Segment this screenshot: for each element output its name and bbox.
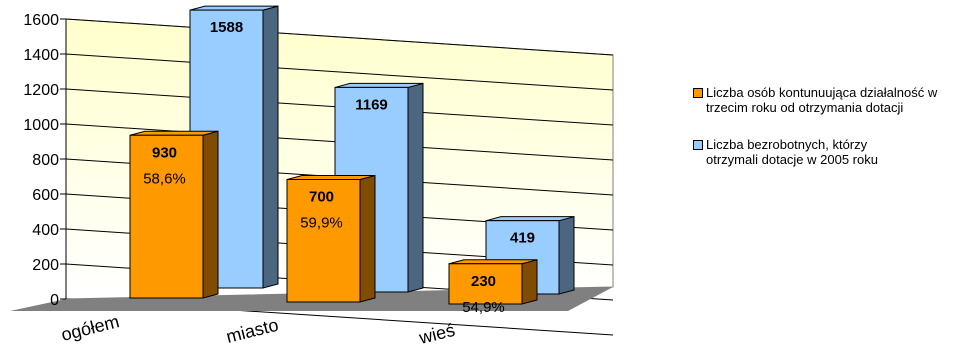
y-tick-label: 400	[32, 222, 59, 239]
data-label-blue: 1588	[210, 19, 243, 36]
data-label-percent: 58,6%	[143, 170, 186, 187]
bar-wieś-blue-side	[558, 216, 575, 295]
bar-ogółem-orange-side	[202, 130, 219, 299]
data-label-orange: 230	[471, 273, 496, 290]
bar-miasto-orange-side	[359, 174, 376, 303]
data-label-orange: 930	[152, 144, 177, 161]
legend-label-series-2: Liczba bezrobotnych, którzy otrzymali do…	[706, 137, 878, 167]
bar-ogółem-orange: 930 58,6%	[129, 130, 219, 299]
x-tick-label: miasto	[224, 315, 280, 347]
y-tick-label: 200	[32, 257, 59, 274]
legend-swatch-orange	[693, 88, 703, 98]
y-tick-label: 1000	[23, 117, 59, 134]
bar-wieś-orange-front	[448, 263, 523, 305]
data-label-blue: 419	[510, 230, 535, 247]
x-axis-labels: ogółem miasto wieś	[59, 311, 457, 348]
data-label-orange: 700	[309, 189, 334, 206]
legend: Liczba osób kontunuująca działalność w t…	[693, 85, 958, 183]
y-axis-ticks: 0 200 400 600 800 1000 1200 1400 1600	[23, 12, 66, 309]
data-label-percent: 59,9%	[300, 215, 343, 232]
y-tick-label: 0	[50, 292, 59, 309]
bar-ogółem-orange-front	[129, 134, 204, 299]
x-tick-label: wieś	[416, 320, 457, 348]
y-tick-label: 600	[32, 187, 59, 204]
bar-miasto-blue-side	[407, 82, 424, 293]
legend-label-series-1: Liczba osób kontunuująca działalność w t…	[706, 85, 938, 115]
y-tick-label: 800	[32, 152, 59, 169]
gridline	[65, 18, 614, 56]
legend-item-series-1: Liczba osób kontunuująca działalność w t…	[693, 85, 958, 115]
legend-swatch-blue	[693, 140, 703, 150]
bar-wieś-orange-top	[448, 259, 538, 265]
bar-miasto-orange-front	[286, 179, 361, 303]
bar-ogółem-blue-top	[189, 5, 279, 11]
legend-item-series-2: Liczba bezrobotnych, którzy otrzymali do…	[693, 137, 958, 167]
y-tick-label: 1200	[23, 82, 59, 99]
bar-wieś-blue-top	[485, 216, 575, 222]
x-tick-label: ogółem	[59, 311, 121, 345]
bar-ogółem-orange-top	[129, 130, 219, 136]
gridline	[65, 53, 614, 91]
bar-wieś-orange: 230 54,9%	[448, 259, 538, 316]
bar-wieś-orange-side	[521, 259, 538, 305]
y-tick-label: 1400	[23, 47, 59, 64]
bars: 1588 930 58,6% 1169 700 59,9% 419 230 54,9%	[129, 5, 575, 316]
data-label-percent: 54,9%	[462, 299, 505, 316]
data-label-blue: 1169	[355, 96, 388, 113]
bar-ogółem-blue-side	[262, 5, 279, 289]
y-tick-label: 1600	[23, 12, 59, 29]
bar-miasto-orange: 700 59,9%	[286, 174, 376, 303]
bar-miasto-orange-top	[286, 175, 376, 180]
bar-miasto-blue-top	[334, 82, 424, 88]
